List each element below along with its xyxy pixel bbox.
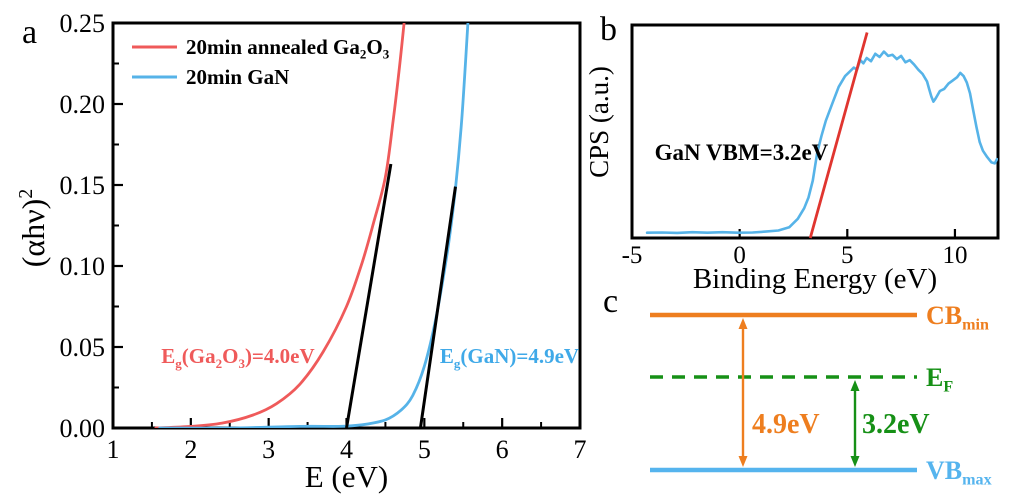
y-tick-label: 0.15 — [60, 171, 106, 200]
panel-b-frame — [630, 23, 1000, 240]
vbm-annotation: GaN VBM=3.2eV — [655, 140, 829, 165]
x-tick-label: 5 — [841, 242, 854, 269]
x-tick-label: 0 — [733, 242, 746, 269]
vb-level-label: VBmax — [926, 456, 992, 489]
panel-b-y-axis-title: CPS (a.u.) — [584, 66, 614, 178]
panel-a-x-axis-title: E (eV) — [305, 459, 388, 494]
bandgap-arrow-head-bottom — [738, 456, 748, 467]
x-tick-label: 10 — [942, 242, 967, 269]
panel-a: a 1 2 3 4 5 6 7 0.00 0.05 0.10 0.15 0.20 0.25 E (eV) (α… — [15, 9, 587, 494]
y-tick-label: 0.10 — [60, 252, 106, 281]
ga2o3-tangent-line — [345, 163, 393, 429]
ga2o3-bandgap-annotation: Eg(Ga2O3)=4.0eV — [161, 344, 314, 371]
panel-a-y-axis-title: (αhν)2 — [15, 189, 51, 267]
y-tick-label: 0.05 — [60, 333, 106, 362]
legend-entry-label: 20min GaN — [186, 65, 289, 89]
panel-a-x-axis: 1 2 3 4 5 6 7 — [107, 418, 587, 464]
y-tick-label: 0.20 — [60, 90, 106, 119]
fermi-gap-arrow-head-bottom — [850, 456, 860, 467]
x-tick-label: 3 — [262, 435, 275, 464]
bandgap-value-label: 4.9eV — [752, 409, 820, 440]
y-tick-label: 0.00 — [60, 414, 106, 443]
cb-level-label: CBmin — [926, 301, 989, 334]
fermi-gap-arrow-head-top — [850, 380, 860, 391]
fermi-gap-value-label: 3.2eV — [862, 409, 930, 440]
fermi-level-label: EF — [926, 363, 953, 396]
ga2o3-tauc-curve — [154, 23, 406, 428]
x-tick-label: 5 — [418, 435, 431, 464]
x-tick-label: -5 — [622, 242, 643, 269]
y-tick-label: 0.25 — [60, 9, 106, 38]
x-tick-label: 2 — [184, 435, 197, 464]
panel-c: c CBmin EF VBmax 4.9eV 3.2eV — [603, 283, 992, 489]
x-tick-label: 7 — [574, 435, 587, 464]
x-tick-label: 6 — [496, 435, 509, 464]
xps-spectrum-curve — [645, 50, 998, 235]
panel-a-legend: 20min annealed Ga2O3 20min GaN — [132, 35, 390, 89]
panel-a-label: a — [22, 14, 37, 51]
x-tick-label: 4 — [340, 435, 353, 464]
panel-c-label: c — [603, 283, 618, 320]
bandgap-arrow-head-top — [738, 318, 748, 329]
panel-b-label: b — [600, 11, 617, 48]
legend-entry-label: 20min annealed Ga2O3 — [186, 35, 390, 62]
vbm-linear-fit-line — [808, 32, 869, 239]
x-tick-label: 1 — [107, 435, 120, 464]
panel-a-y-axis: 0.00 0.05 0.10 0.15 0.20 0.25 — [60, 9, 123, 443]
gan-tangent-line — [418, 186, 457, 429]
gan-bandgap-annotation: Eg(GaN)=4.9eV — [440, 344, 579, 371]
panel-b-x-axis-title: Binding Energy (eV) — [693, 263, 937, 295]
